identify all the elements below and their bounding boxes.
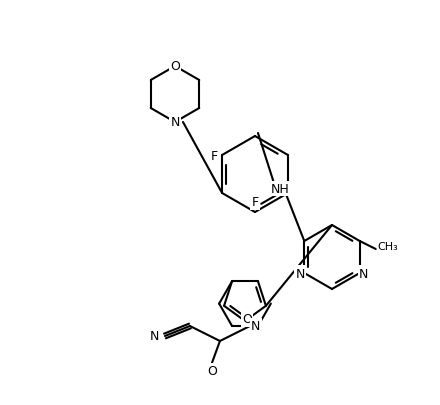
Text: O: O [242, 313, 252, 326]
Text: CH₃: CH₃ [378, 241, 399, 252]
Text: O: O [170, 60, 180, 73]
Text: F: F [251, 196, 259, 209]
Text: O: O [207, 364, 217, 377]
Text: NH: NH [270, 183, 289, 196]
Text: N: N [170, 116, 180, 129]
Text: N: N [251, 320, 260, 333]
Text: N: N [150, 330, 160, 343]
Text: F: F [210, 149, 218, 162]
Text: N: N [359, 267, 368, 280]
Text: N: N [296, 267, 305, 280]
